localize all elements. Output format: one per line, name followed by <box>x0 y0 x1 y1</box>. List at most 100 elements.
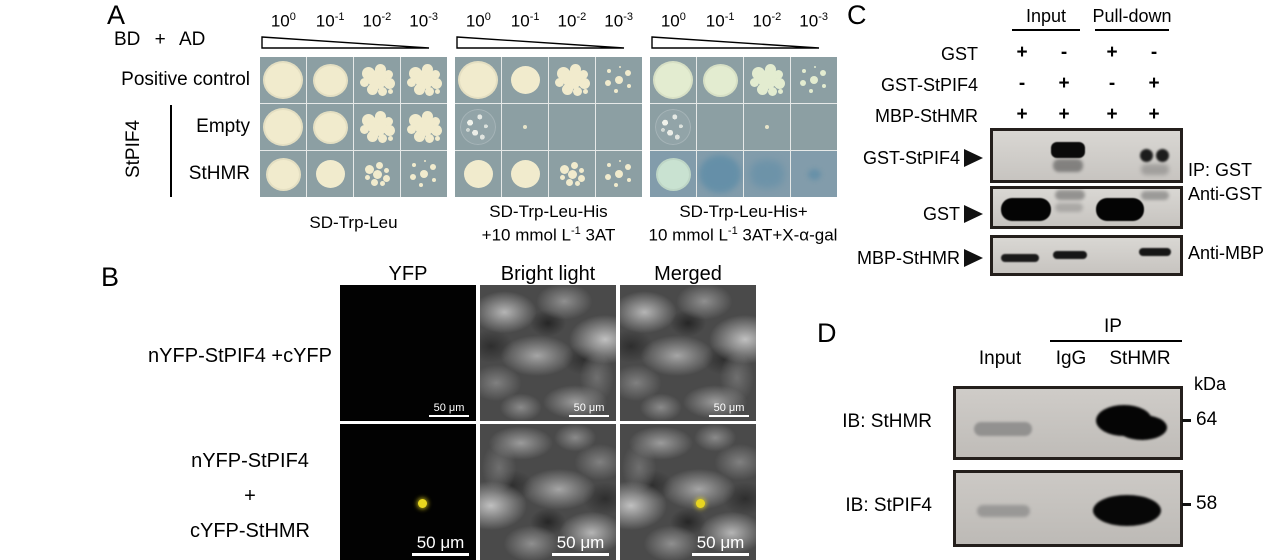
blot-ib-stpif4 <box>953 470 1183 547</box>
blot-label-gst: GST <box>922 204 960 224</box>
dilution-label: 10-3 <box>604 11 633 31</box>
plate-cell <box>791 57 837 103</box>
yeast-colony <box>460 109 496 145</box>
plate-cell <box>791 151 837 197</box>
plate-cell <box>596 151 642 197</box>
plus-minus: - <box>1150 42 1158 63</box>
plate-cell <box>455 57 501 103</box>
band <box>1096 405 1152 436</box>
arrowhead-icon <box>964 249 983 267</box>
band <box>1001 198 1051 221</box>
yeast-colony <box>615 76 623 84</box>
yeast-colony <box>510 160 540 188</box>
dilution-wedge-icon <box>651 36 820 49</box>
plate-cell <box>596 104 642 150</box>
band <box>1141 191 1169 200</box>
plate-cell <box>354 151 400 197</box>
plate-cell <box>650 151 696 197</box>
dilution-label: 100 <box>660 11 686 31</box>
dilution-label: 10-2 <box>362 11 392 31</box>
plate-cell <box>744 57 790 103</box>
plus-minus: + <box>1106 42 1118 63</box>
band <box>977 505 1030 517</box>
panel-b-label: B <box>101 262 120 292</box>
yeast-colony <box>615 170 623 178</box>
scale-bar: 50 μm <box>552 534 609 556</box>
bifc-row1-label: nYFP-StPIF4 +cYFP <box>148 345 332 367</box>
plus-minus: + <box>1058 73 1070 94</box>
dilution-label: 10-1 <box>705 11 735 31</box>
yeast-colony <box>510 66 540 94</box>
scale-bar-line <box>552 553 609 556</box>
scale-bar: 50 μm <box>412 534 469 556</box>
scale-bar-line <box>709 415 749 417</box>
scale-bar-line <box>692 553 749 556</box>
scale-bar: 50 μm <box>569 402 609 417</box>
yeast-colony <box>765 125 769 129</box>
plate-cell <box>455 151 501 197</box>
yfp-signal-dot <box>417 498 427 508</box>
scale-bar-line <box>429 415 469 417</box>
plate-cell <box>502 57 548 103</box>
group-label-stpif4: StPIF4 <box>123 119 144 179</box>
marker-tick <box>1182 503 1191 506</box>
construct-label-gst: GST <box>940 44 978 64</box>
plate3-caption-line2: 10 mmol L-1 3AT+X-α-gal <box>648 225 838 245</box>
blot-ib-sthmr <box>953 386 1183 460</box>
micrograph-yfp-row2: 50 μm <box>340 424 476 560</box>
annotation-anti-gst: Anti-GST <box>1188 184 1263 204</box>
plate-cell <box>697 57 743 103</box>
band <box>1055 203 1083 212</box>
blot-gst <box>990 186 1183 229</box>
plate-cell <box>596 57 642 103</box>
band <box>974 422 1032 436</box>
dilution-label: 10-2 <box>752 11 782 31</box>
yeast-colony <box>417 120 431 134</box>
band <box>1096 198 1144 221</box>
col-header-igg: IgG <box>1055 348 1087 369</box>
plate-cell <box>744 151 790 197</box>
dilution-header-plate1: 100 10-1 10-2 10-3 <box>260 11 447 32</box>
plus-minus: + <box>1058 104 1070 125</box>
plate-cell <box>260 151 306 197</box>
dilution-label: 10-3 <box>799 11 828 31</box>
dilution-wedge-icon <box>261 36 430 49</box>
arrowhead-icon <box>964 205 983 223</box>
yeast-colony <box>312 110 348 144</box>
yeast-plate-sd-trp-leu-his-3at-xgal <box>650 57 837 197</box>
band <box>1156 149 1169 162</box>
plus-minus: - <box>1018 73 1026 94</box>
blot-mbp-sthmr <box>990 235 1183 276</box>
yeast-plate-sd-trp-leu <box>260 57 447 197</box>
ib-sthmr-label: IB: StHMR <box>842 411 932 432</box>
micrograph-brightfield-row1: 50 μm <box>480 285 616 421</box>
col-header-sthmr: StHMR <box>1109 348 1171 369</box>
plate-cell <box>791 104 837 150</box>
input-underline <box>1012 29 1080 31</box>
marker-58: 58 <box>1196 493 1218 514</box>
yeast-colony <box>265 157 301 191</box>
dilution-label: 10-1 <box>510 11 540 31</box>
marker-tick <box>1182 419 1191 422</box>
plate-cell <box>260 104 306 150</box>
marker-64: 64 <box>1196 409 1218 430</box>
row-label-empty: Empty <box>196 116 250 137</box>
yfp-signal-dot <box>696 498 706 508</box>
construct-label-gst-stpif4: GST-StPIF4 <box>880 75 978 95</box>
bd-ad-label: BD + AD <box>114 29 206 50</box>
yeast-colony <box>655 109 691 145</box>
plate2-caption-line2: +10 mmol L-1 3AT <box>481 225 616 245</box>
plate-cell <box>502 104 548 150</box>
blot-gst-stpif4 <box>990 128 1183 183</box>
yeast-colony <box>370 120 384 134</box>
band <box>1053 159 1083 172</box>
scale-bar: 50 μm <box>429 402 469 417</box>
plate-cell <box>401 104 447 150</box>
yeast-colony <box>655 157 691 191</box>
dilution-wedge-icon <box>456 36 625 49</box>
plate-cell <box>401 57 447 103</box>
plate-cell <box>455 104 501 150</box>
plate-cell <box>354 57 400 103</box>
dilution-label: 100 <box>465 11 491 31</box>
